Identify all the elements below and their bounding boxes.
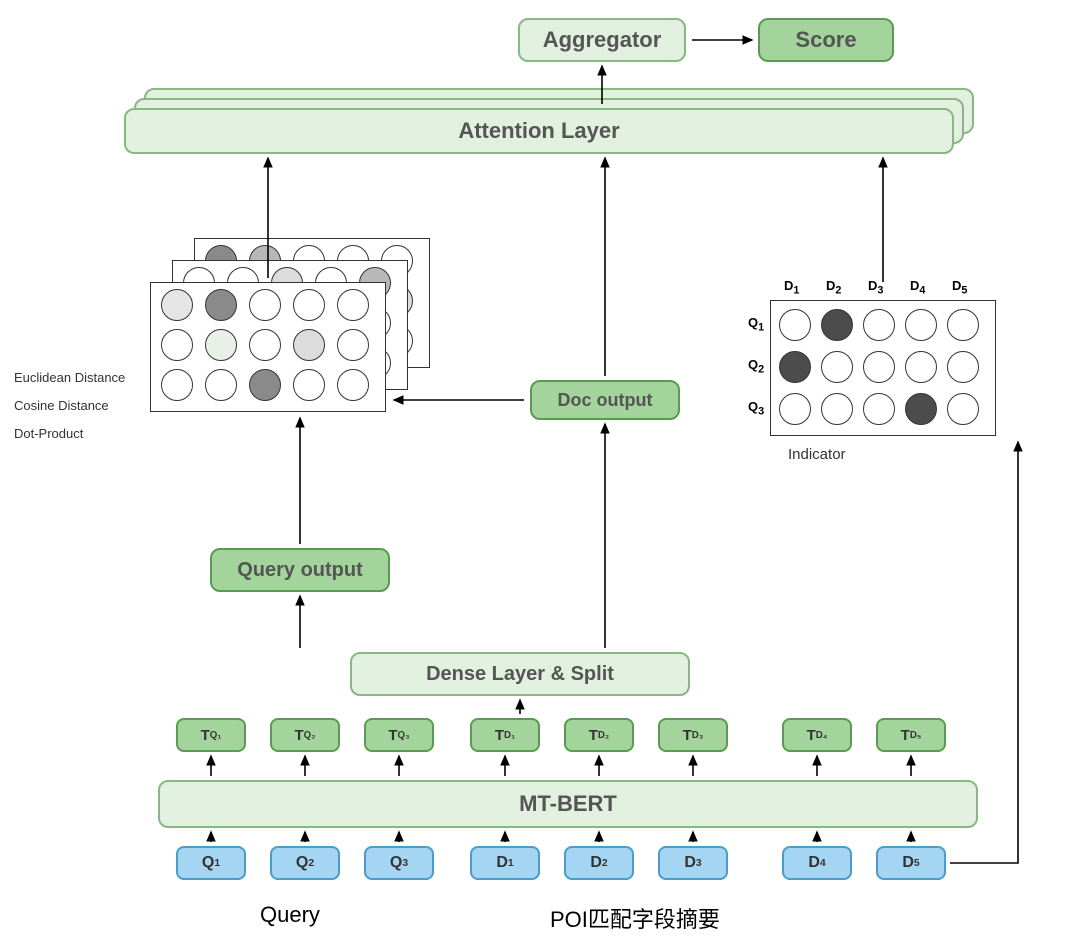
mt-bert-box: MT-BERT bbox=[158, 780, 978, 828]
indicator-cell bbox=[863, 309, 895, 341]
dense-split-box: Dense Layer & Split bbox=[350, 652, 690, 696]
aggregator-box: Aggregator bbox=[518, 18, 686, 62]
d-in-token-2: D3 bbox=[658, 846, 728, 880]
td-token-0: TD₁ bbox=[470, 718, 540, 752]
indicator-row-1: Q2 bbox=[748, 357, 764, 376]
dist-cell bbox=[337, 369, 369, 401]
indicator-row-0: Q1 bbox=[748, 315, 764, 334]
distance-label-0: Euclidean Distance bbox=[14, 370, 125, 385]
dist-cell bbox=[293, 329, 325, 361]
indicator-cell bbox=[905, 309, 937, 341]
tq-token-2: TQ₃ bbox=[364, 718, 434, 752]
d-in-token-0: D1 bbox=[470, 846, 540, 880]
dist-cell bbox=[249, 329, 281, 361]
indicator-label: Indicator bbox=[788, 446, 846, 463]
indicator-cell bbox=[779, 393, 811, 425]
td-token-3: TD₄ bbox=[782, 718, 852, 752]
distance-matrix-2 bbox=[150, 282, 386, 412]
query-output-box: Query output bbox=[210, 548, 390, 592]
dist-cell bbox=[205, 289, 237, 321]
indicator-col-2: D3 bbox=[868, 278, 883, 297]
indicator-row-2: Q3 bbox=[748, 399, 764, 418]
dist-cell bbox=[161, 329, 193, 361]
dist-cell bbox=[161, 369, 193, 401]
q-in-token-0: Q1 bbox=[176, 846, 246, 880]
dist-cell bbox=[205, 329, 237, 361]
attention-layer-0: Attention Layer bbox=[124, 108, 954, 154]
indicator-cell bbox=[947, 393, 979, 425]
indicator-matrix bbox=[770, 300, 996, 436]
dist-cell bbox=[249, 289, 281, 321]
d-in-token-4: D5 bbox=[876, 846, 946, 880]
tq-token-1: TQ₂ bbox=[270, 718, 340, 752]
indicator-cell bbox=[905, 351, 937, 383]
indicator-col-1: D2 bbox=[826, 278, 841, 297]
indicator-cell bbox=[779, 309, 811, 341]
indicator-cell bbox=[863, 351, 895, 383]
indicator-cell bbox=[821, 309, 853, 341]
q-in-token-2: Q3 bbox=[364, 846, 434, 880]
indicator-col-3: D4 bbox=[910, 278, 925, 297]
dist-cell bbox=[337, 289, 369, 321]
indicator-cell bbox=[905, 393, 937, 425]
indicator-col-0: D1 bbox=[784, 278, 799, 297]
indicator-cell bbox=[821, 393, 853, 425]
distance-label-1: Cosine Distance bbox=[14, 398, 109, 413]
dist-cell bbox=[337, 329, 369, 361]
indicator-col-4: D5 bbox=[952, 278, 967, 297]
d-in-token-1: D2 bbox=[564, 846, 634, 880]
dist-cell bbox=[161, 289, 193, 321]
indicator-cell bbox=[947, 351, 979, 383]
indicator-cell bbox=[779, 351, 811, 383]
bottom-label-query: Query bbox=[260, 902, 320, 928]
bottom-label-poi: POI匹配字段摘要 bbox=[550, 902, 720, 934]
indicator-cell bbox=[947, 309, 979, 341]
d-in-token-3: D4 bbox=[782, 846, 852, 880]
td-token-1: TD₂ bbox=[564, 718, 634, 752]
indicator-cell bbox=[821, 351, 853, 383]
diagram-canvas: Aggregator Score Attention Layer Euclidean … bbox=[0, 0, 1080, 944]
q-in-token-1: Q2 bbox=[270, 846, 340, 880]
indicator-cell bbox=[863, 393, 895, 425]
tq-token-0: TQ₁ bbox=[176, 718, 246, 752]
doc-output-box: Doc output bbox=[530, 380, 680, 420]
score-box: Score bbox=[758, 18, 894, 62]
dist-cell bbox=[205, 369, 237, 401]
dist-cell bbox=[293, 369, 325, 401]
dist-cell bbox=[249, 369, 281, 401]
dist-cell bbox=[293, 289, 325, 321]
td-token-4: TD₅ bbox=[876, 718, 946, 752]
td-token-2: TD₃ bbox=[658, 718, 728, 752]
distance-label-2: Dot-Product bbox=[14, 426, 83, 441]
